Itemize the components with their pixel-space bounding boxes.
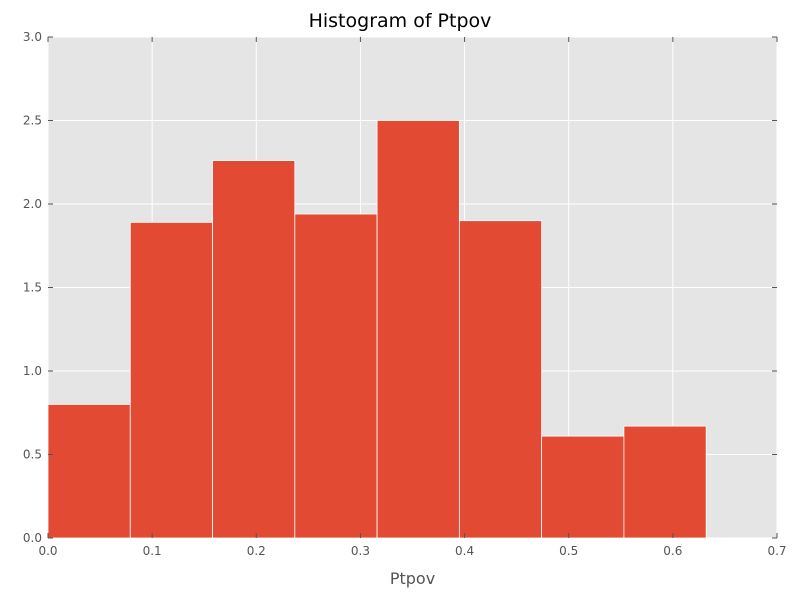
histogram-bar: [47, 403, 131, 539]
axis-ticks: [47, 36, 778, 539]
x-tick-label: 0.1: [143, 544, 162, 558]
x-tick-label: 0.6: [663, 544, 682, 558]
histogram-bar: [294, 213, 378, 539]
y-tick-label: 0.5: [23, 448, 42, 462]
y-tick-label: 2.5: [23, 114, 42, 128]
histogram-bar: [541, 435, 625, 539]
histogram-bars: [47, 120, 707, 539]
x-tick-label: 0.5: [559, 544, 578, 558]
histogram-bar: [129, 221, 213, 539]
histogram-bar: [458, 220, 543, 539]
x-tick-label: 0.0: [38, 544, 57, 558]
histogram-bar: [376, 120, 460, 539]
histogram-bar: [212, 160, 296, 539]
chart-title: Histogram of Ptpov: [308, 10, 492, 32]
y-tick-label: 2.0: [23, 197, 42, 211]
x-axis-label: Ptpov: [390, 569, 435, 588]
x-tick-label: 0.4: [455, 544, 474, 558]
x-tick-label: 0.7: [767, 544, 786, 558]
x-tick-label: 0.2: [247, 544, 266, 558]
y-tick-label: 0.0: [23, 531, 42, 545]
x-tick-label: 0.3: [351, 544, 370, 558]
y-tick-label: 3.0: [23, 30, 42, 44]
y-tick-label: 1.5: [23, 281, 42, 295]
y-tick-label: 1.0: [23, 364, 42, 378]
tick-labels: 0.0 0.1 0.2 0.3 0.4 0.5 0.6 0.7 0.0 0.5 1.0 1.5 2.0 2…: [23, 30, 787, 558]
histogram-bar: [623, 425, 707, 539]
